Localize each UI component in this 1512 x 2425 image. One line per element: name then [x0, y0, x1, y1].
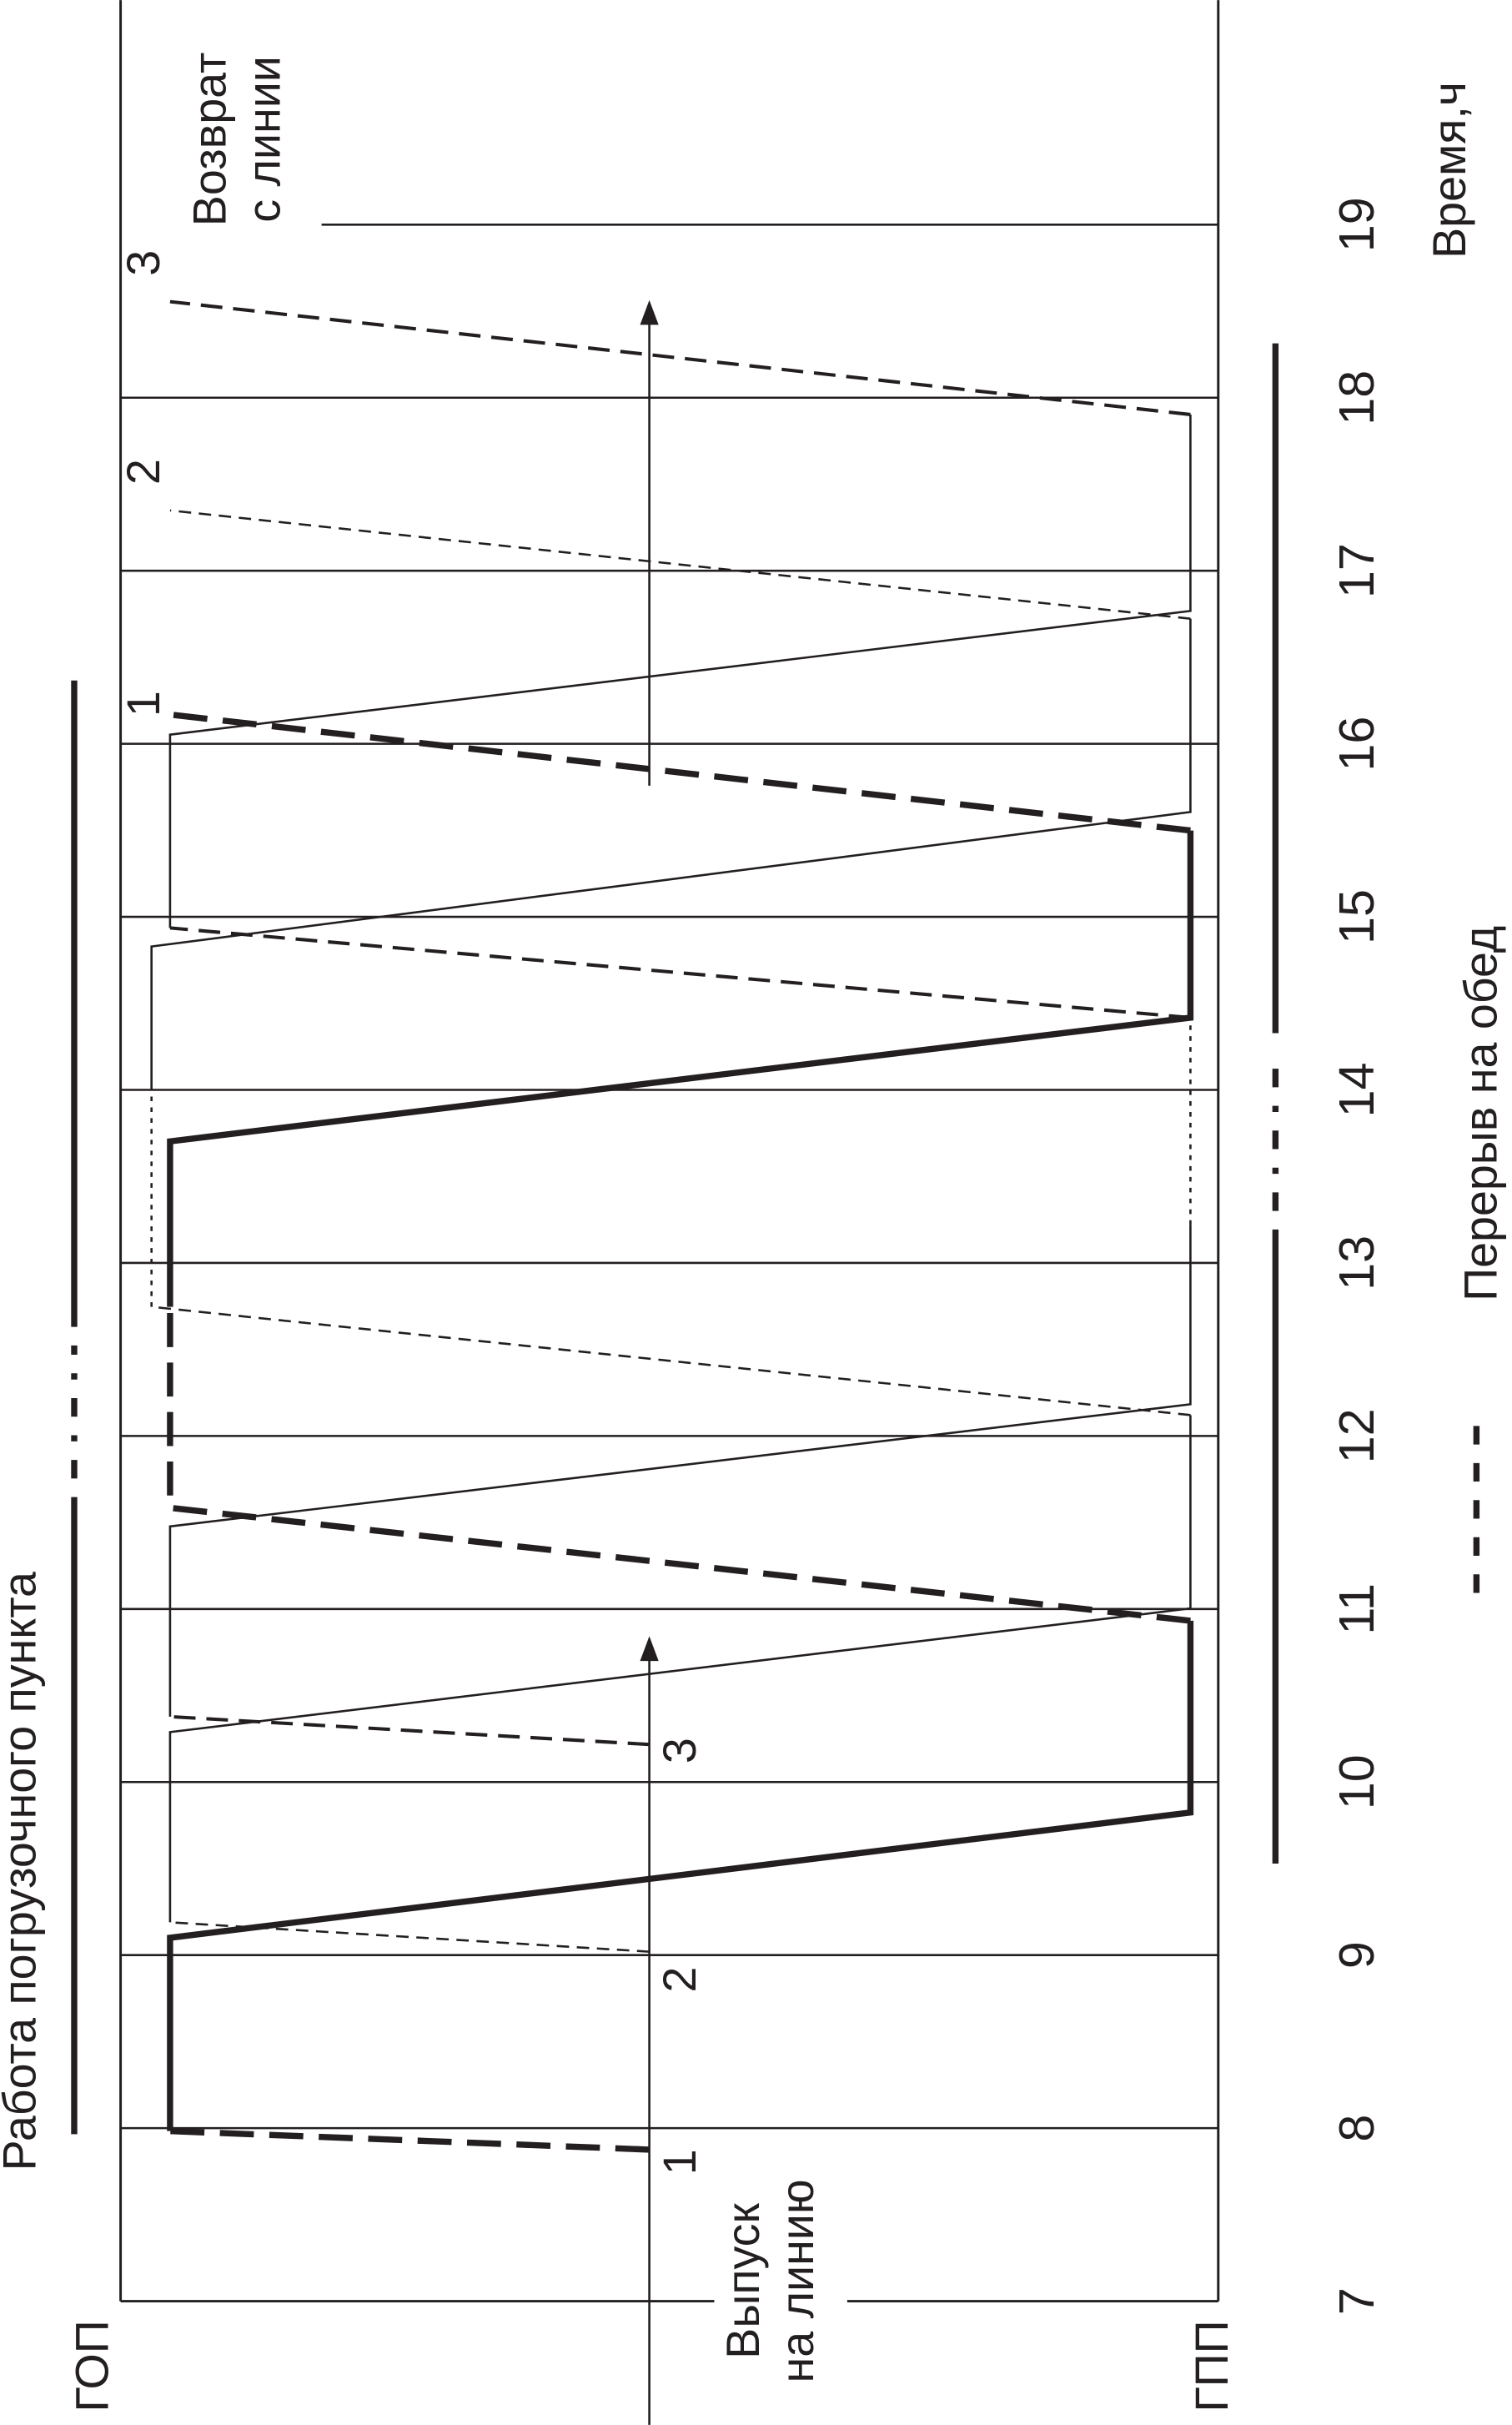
- return-label: с линии: [238, 56, 289, 223]
- departure-label: Выпуск: [717, 2203, 769, 2359]
- time-tick-label: 10: [1329, 1754, 1384, 1809]
- left-point-label: ГОП: [67, 2320, 118, 2412]
- frame: [119, 0, 1220, 2303]
- loading-work-label: Работа погрузочного пункта: [0, 1572, 45, 2171]
- time-unit: Время,ч: [1424, 82, 1475, 259]
- departure-number: 3: [654, 1738, 706, 1763]
- return-number: 3: [118, 250, 169, 276]
- right-point-label: ГПП: [1186, 2320, 1238, 2412]
- time-tick-label: 18: [1329, 370, 1384, 425]
- time-tick-label: 17: [1329, 543, 1384, 598]
- departure-label: на линию: [771, 2179, 823, 2382]
- time-tick-label: 12: [1329, 1408, 1384, 1463]
- departure-number: 2: [654, 1967, 706, 1993]
- time-tick-label: 16: [1329, 717, 1384, 772]
- return-label: Возврат: [184, 53, 236, 227]
- return-number: 2: [118, 459, 169, 485]
- arrows: [640, 299, 659, 2425]
- time-tick-label: 13: [1329, 1235, 1384, 1290]
- time-tick-label: 19: [1329, 197, 1384, 252]
- work-bars: [71, 343, 1480, 2135]
- time-tick-label: 9: [1329, 1941, 1384, 1969]
- return-number: 1: [118, 691, 169, 717]
- time-tick-label: 11: [1329, 1583, 1384, 1635]
- time-tick-label: 7: [1329, 2287, 1384, 2315]
- lunch-break-label: Перерыв на обед: [1454, 926, 1506, 1301]
- time-tick-label: 15: [1329, 889, 1384, 944]
- time-tick-label: 8: [1329, 2115, 1384, 2142]
- departure-number: 1: [654, 2149, 706, 2175]
- vehicle-paths: [150, 299, 1194, 2153]
- time-tick-label: 14: [1329, 1063, 1384, 1118]
